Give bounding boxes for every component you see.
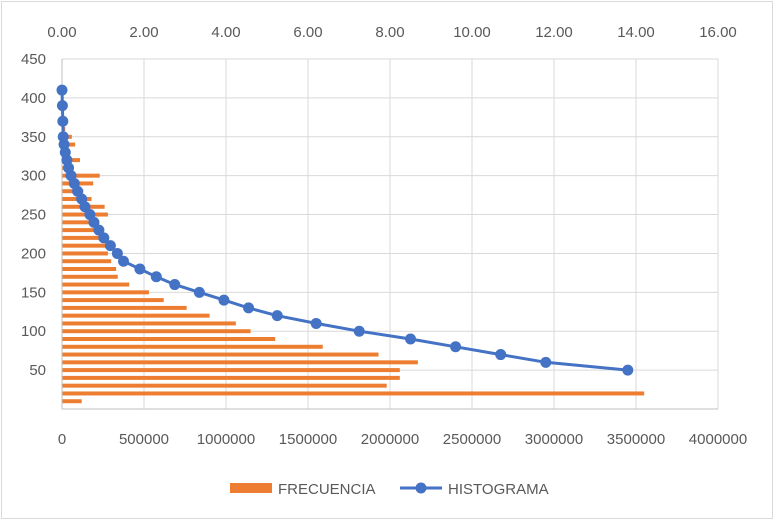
x-tick-label-bottom: 0 — [58, 431, 66, 448]
histograma-point — [218, 294, 230, 306]
histograma-point — [118, 255, 129, 267]
frecuencia-bar — [62, 243, 108, 248]
y-tick-label: 150 — [21, 284, 46, 301]
frecuencia-bar — [62, 337, 276, 341]
x-tick-label-top: 10.00 — [453, 24, 491, 41]
histograma-point — [193, 286, 205, 298]
x-tick-label-bottom: 4000000 — [689, 431, 747, 448]
y-tick-label: 300 — [21, 168, 46, 185]
histograma-point — [495, 349, 507, 361]
frecuencia-bar — [62, 368, 400, 373]
x-tick-label-bottom: 500000 — [119, 431, 169, 448]
frecuencia-bar — [62, 228, 102, 233]
frecuencia-bar — [62, 251, 108, 256]
legend-label-frecuencia: FRECUENCIA — [278, 481, 376, 498]
x-tick-label-bottom: 3500000 — [607, 431, 665, 448]
x-tick-label-top: 2.00 — [129, 24, 158, 41]
histograma-point — [353, 325, 365, 337]
frecuencia-bar — [62, 220, 97, 225]
histograma-point — [310, 317, 322, 329]
histograma-point — [57, 131, 69, 143]
y-tick-label: 250 — [21, 207, 46, 224]
frecuencia-bar — [62, 290, 149, 295]
x-tick-label-bottom: 1000000 — [197, 431, 255, 448]
legend-label-histograma: HISTOGRAMA — [448, 481, 549, 498]
frecuencia-bar — [62, 360, 418, 365]
histograma-point — [56, 100, 68, 112]
y-tick-label: 50 — [29, 362, 46, 379]
frecuencia-bar — [62, 344, 323, 349]
frecuencia-bar — [62, 352, 379, 357]
frecuencia-bar — [62, 282, 130, 287]
x-tick-label-top: 16.00 — [699, 24, 737, 41]
y-tick-label: 450 — [21, 51, 46, 68]
histograma-point — [405, 333, 416, 345]
x-tick-label-bottom: 2500000 — [443, 431, 501, 448]
frecuencia-bar — [62, 329, 251, 334]
histograma-line — [60, 90, 628, 372]
x-tick-label-top: 14.00 — [617, 24, 655, 41]
histograma-point — [134, 263, 146, 275]
histograma-point — [271, 310, 283, 322]
x-tick-label-bottom: 2000000 — [361, 431, 419, 448]
y-tick-label: 100 — [21, 323, 46, 340]
frecuencia-bar — [62, 305, 187, 310]
histograma-point — [450, 341, 462, 353]
x-tick-label-top: 6.00 — [293, 24, 322, 41]
frecuencia-bar — [62, 391, 645, 396]
histograma-point — [243, 302, 255, 314]
x-tick-label-bottom: 1500000 — [279, 431, 337, 448]
frecuencia-bar — [62, 235, 108, 240]
y-tick-label: 400 — [21, 90, 46, 107]
histograma-point — [622, 364, 634, 376]
y-tick-label: 350 — [21, 129, 46, 146]
histograma-point — [540, 356, 552, 368]
x-tick-label-top: 4.00 — [211, 24, 240, 41]
histograma-point — [150, 271, 162, 283]
frecuencia-bar — [62, 173, 100, 178]
histograma-point — [56, 84, 68, 96]
histograma-point — [57, 115, 69, 127]
x-tick-label-bottom: 3000000 — [525, 431, 583, 448]
frecuencia-bar — [62, 274, 118, 279]
frecuencia-bar — [62, 298, 164, 303]
histograma-point — [169, 279, 181, 291]
frecuencia-bar — [62, 313, 210, 318]
y-tick-label: 200 — [21, 245, 46, 262]
frecuencia-bar — [62, 259, 112, 264]
frecuencia-bar — [62, 399, 82, 404]
legend-marker-histograma — [415, 482, 427, 494]
legend-swatch-frecuencia — [230, 483, 272, 493]
histograma-point — [111, 247, 123, 259]
frecuencia-bar — [62, 267, 117, 271]
x-tick-label-top: 8.00 — [375, 24, 404, 41]
x-tick-label-top: 12.00 — [535, 24, 573, 41]
histograma-point — [104, 240, 116, 252]
frecuencia-bar — [62, 321, 236, 326]
frecuencia-bar — [62, 383, 387, 388]
x-tick-label-top: 0.00 — [47, 24, 76, 41]
frecuencia-bar — [62, 375, 400, 380]
